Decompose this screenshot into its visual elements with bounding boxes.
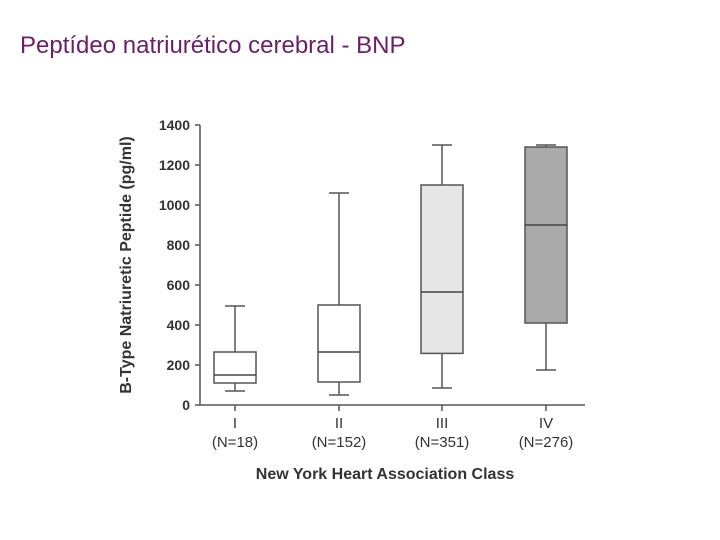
box-IV bbox=[524, 146, 568, 324]
box-II bbox=[317, 304, 361, 383]
x-category-label: IV bbox=[539, 415, 553, 432]
axes-group bbox=[195, 124, 585, 411]
x-n-label: (N=152) bbox=[312, 434, 367, 451]
y-tick-label: 1000 bbox=[159, 197, 190, 213]
y-tick-label: 400 bbox=[167, 317, 191, 333]
y-tick-label: 0 bbox=[182, 397, 190, 413]
x-n-label: (N=18) bbox=[212, 434, 258, 451]
x-category-label: III bbox=[436, 415, 449, 432]
y-tick-label: 800 bbox=[167, 237, 191, 253]
slide-title: Peptídeo natriurético cerebral - BNP bbox=[20, 32, 406, 59]
labels-group: 0 200 400 600 800 1000 1200 1400 I (N=18) II (N=152… bbox=[118, 117, 573, 483]
box-I bbox=[213, 351, 257, 384]
x-n-label: (N=276) bbox=[519, 434, 574, 451]
y-tick-label: 1200 bbox=[159, 157, 190, 173]
y-tick-label: 1400 bbox=[159, 117, 190, 133]
y-tick-label: 200 bbox=[167, 357, 191, 373]
x-category-label: II bbox=[335, 415, 343, 432]
x-category-label: I bbox=[233, 415, 237, 432]
x-axis-title: New York Heart Association Class bbox=[256, 466, 515, 483]
y-tick-label: 600 bbox=[167, 277, 191, 293]
y-axis-title: B-Type Natriuretic Peptide (pg/ml) bbox=[118, 136, 135, 394]
x-n-label: (N=351) bbox=[415, 434, 470, 451]
boxes-group bbox=[213, 144, 568, 396]
box-III bbox=[420, 184, 464, 355]
